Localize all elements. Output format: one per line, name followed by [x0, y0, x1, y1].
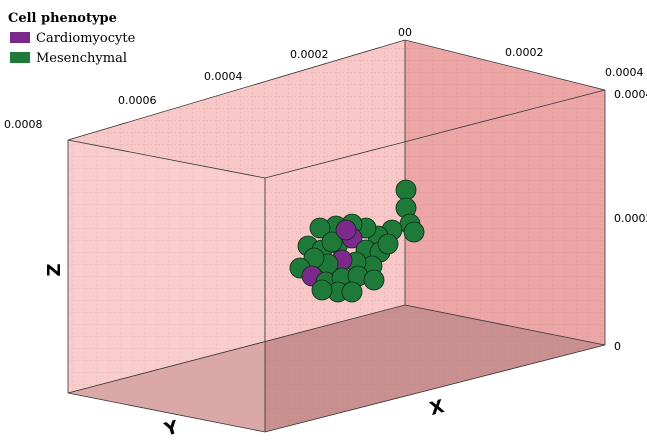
tick-label: 0: [405, 26, 412, 39]
tick-label: 0.0002: [614, 212, 647, 225]
legend-label: Mesenchymal: [36, 51, 127, 66]
cell: [335, 219, 357, 241]
legend-title: Cell phenotype: [8, 11, 117, 26]
tick-label: 0: [398, 26, 405, 39]
tick-label: 0.0004: [614, 88, 647, 101]
tick-label: 0.0004: [605, 66, 644, 79]
tick-label: 0: [614, 340, 621, 353]
axis-label: Y: [161, 417, 181, 438]
cell: [321, 231, 343, 253]
legend-swatch: [10, 52, 30, 63]
tick-label: 0.0002: [505, 46, 544, 59]
tick-label: 0.0006: [118, 94, 157, 107]
legend-swatch: [10, 32, 30, 43]
legend-label: Cardiomyocyte: [36, 31, 136, 46]
cell: [309, 217, 331, 239]
cell: [377, 233, 399, 255]
box: [67, 39, 606, 433]
cells: [289, 179, 425, 303]
axis-label: Z: [44, 263, 65, 276]
cell: [341, 281, 363, 303]
cell: [395, 179, 417, 201]
cell: [403, 221, 425, 243]
tick-label: 0.0008: [4, 118, 43, 131]
tick-label: 0.0002: [290, 48, 329, 61]
legend: Cell phenotype Cardiomyocyte Mesenchymal: [8, 11, 136, 66]
axis-label: X: [428, 396, 447, 420]
tick-label: 0.0004: [204, 70, 243, 83]
cell: [311, 279, 333, 301]
cell: [363, 269, 385, 291]
